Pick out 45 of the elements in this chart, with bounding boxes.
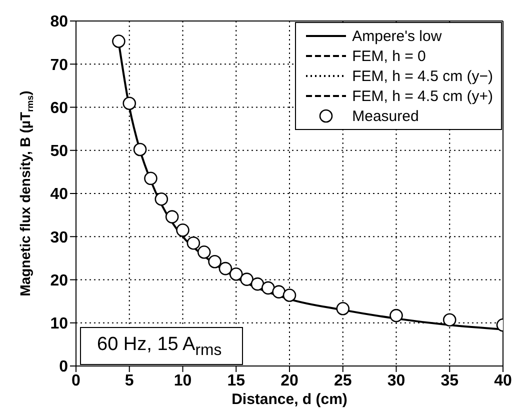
legend-label: FEM, h = 4.5 cm (y−) [352,68,493,84]
point [282,288,296,302]
legend-label: FEM, h = 4.5 cm (y+) [352,88,493,104]
point [186,236,200,250]
point [442,313,456,327]
x-tick-label: 15 [227,372,246,390]
y-tick-label: 40 [50,186,68,204]
x-tick-label: 5 [124,372,134,390]
x-tick-label: 40 [494,372,512,390]
legend-label: FEM, h = 0 [352,48,426,64]
point [272,285,286,298]
point [176,224,190,237]
legend-label: Measured [352,108,419,124]
x-tick-label: 25 [334,372,352,390]
point [133,142,147,156]
x-tick-label: 20 [280,372,298,390]
y-tick-label: 50 [50,143,68,160]
x-tick-label: 35 [440,372,459,390]
point [250,277,264,291]
point [390,308,403,322]
point [262,281,275,295]
x-axis-title: Distance, d (cm) [232,391,348,408]
annotation: 60 Hz, 15 A$_{rms}$ [80,327,243,365]
point [154,192,168,206]
point [218,262,232,276]
y-tick-label: 0 [59,358,68,376]
y-tick-label: 20 [50,272,68,290]
x-tick-label: 0 [72,372,81,390]
point [112,34,126,48]
y-tick-label: 80 [50,14,68,31]
point [197,246,211,259]
point [122,96,136,110]
x-tick-label: 10 [174,372,192,390]
point [165,210,179,224]
point [229,267,243,281]
point [208,254,222,268]
point [144,172,158,186]
x-tick-label: 30 [387,372,406,390]
y-tick-label: 60 [50,100,68,117]
point [336,302,350,316]
legend-label: Ampere's low [352,28,442,44]
y-tick-label: 70 [50,56,68,74]
y-tick-label: 10 [50,316,68,333]
y-tick-label: 30 [50,229,68,246]
point [240,272,254,286]
